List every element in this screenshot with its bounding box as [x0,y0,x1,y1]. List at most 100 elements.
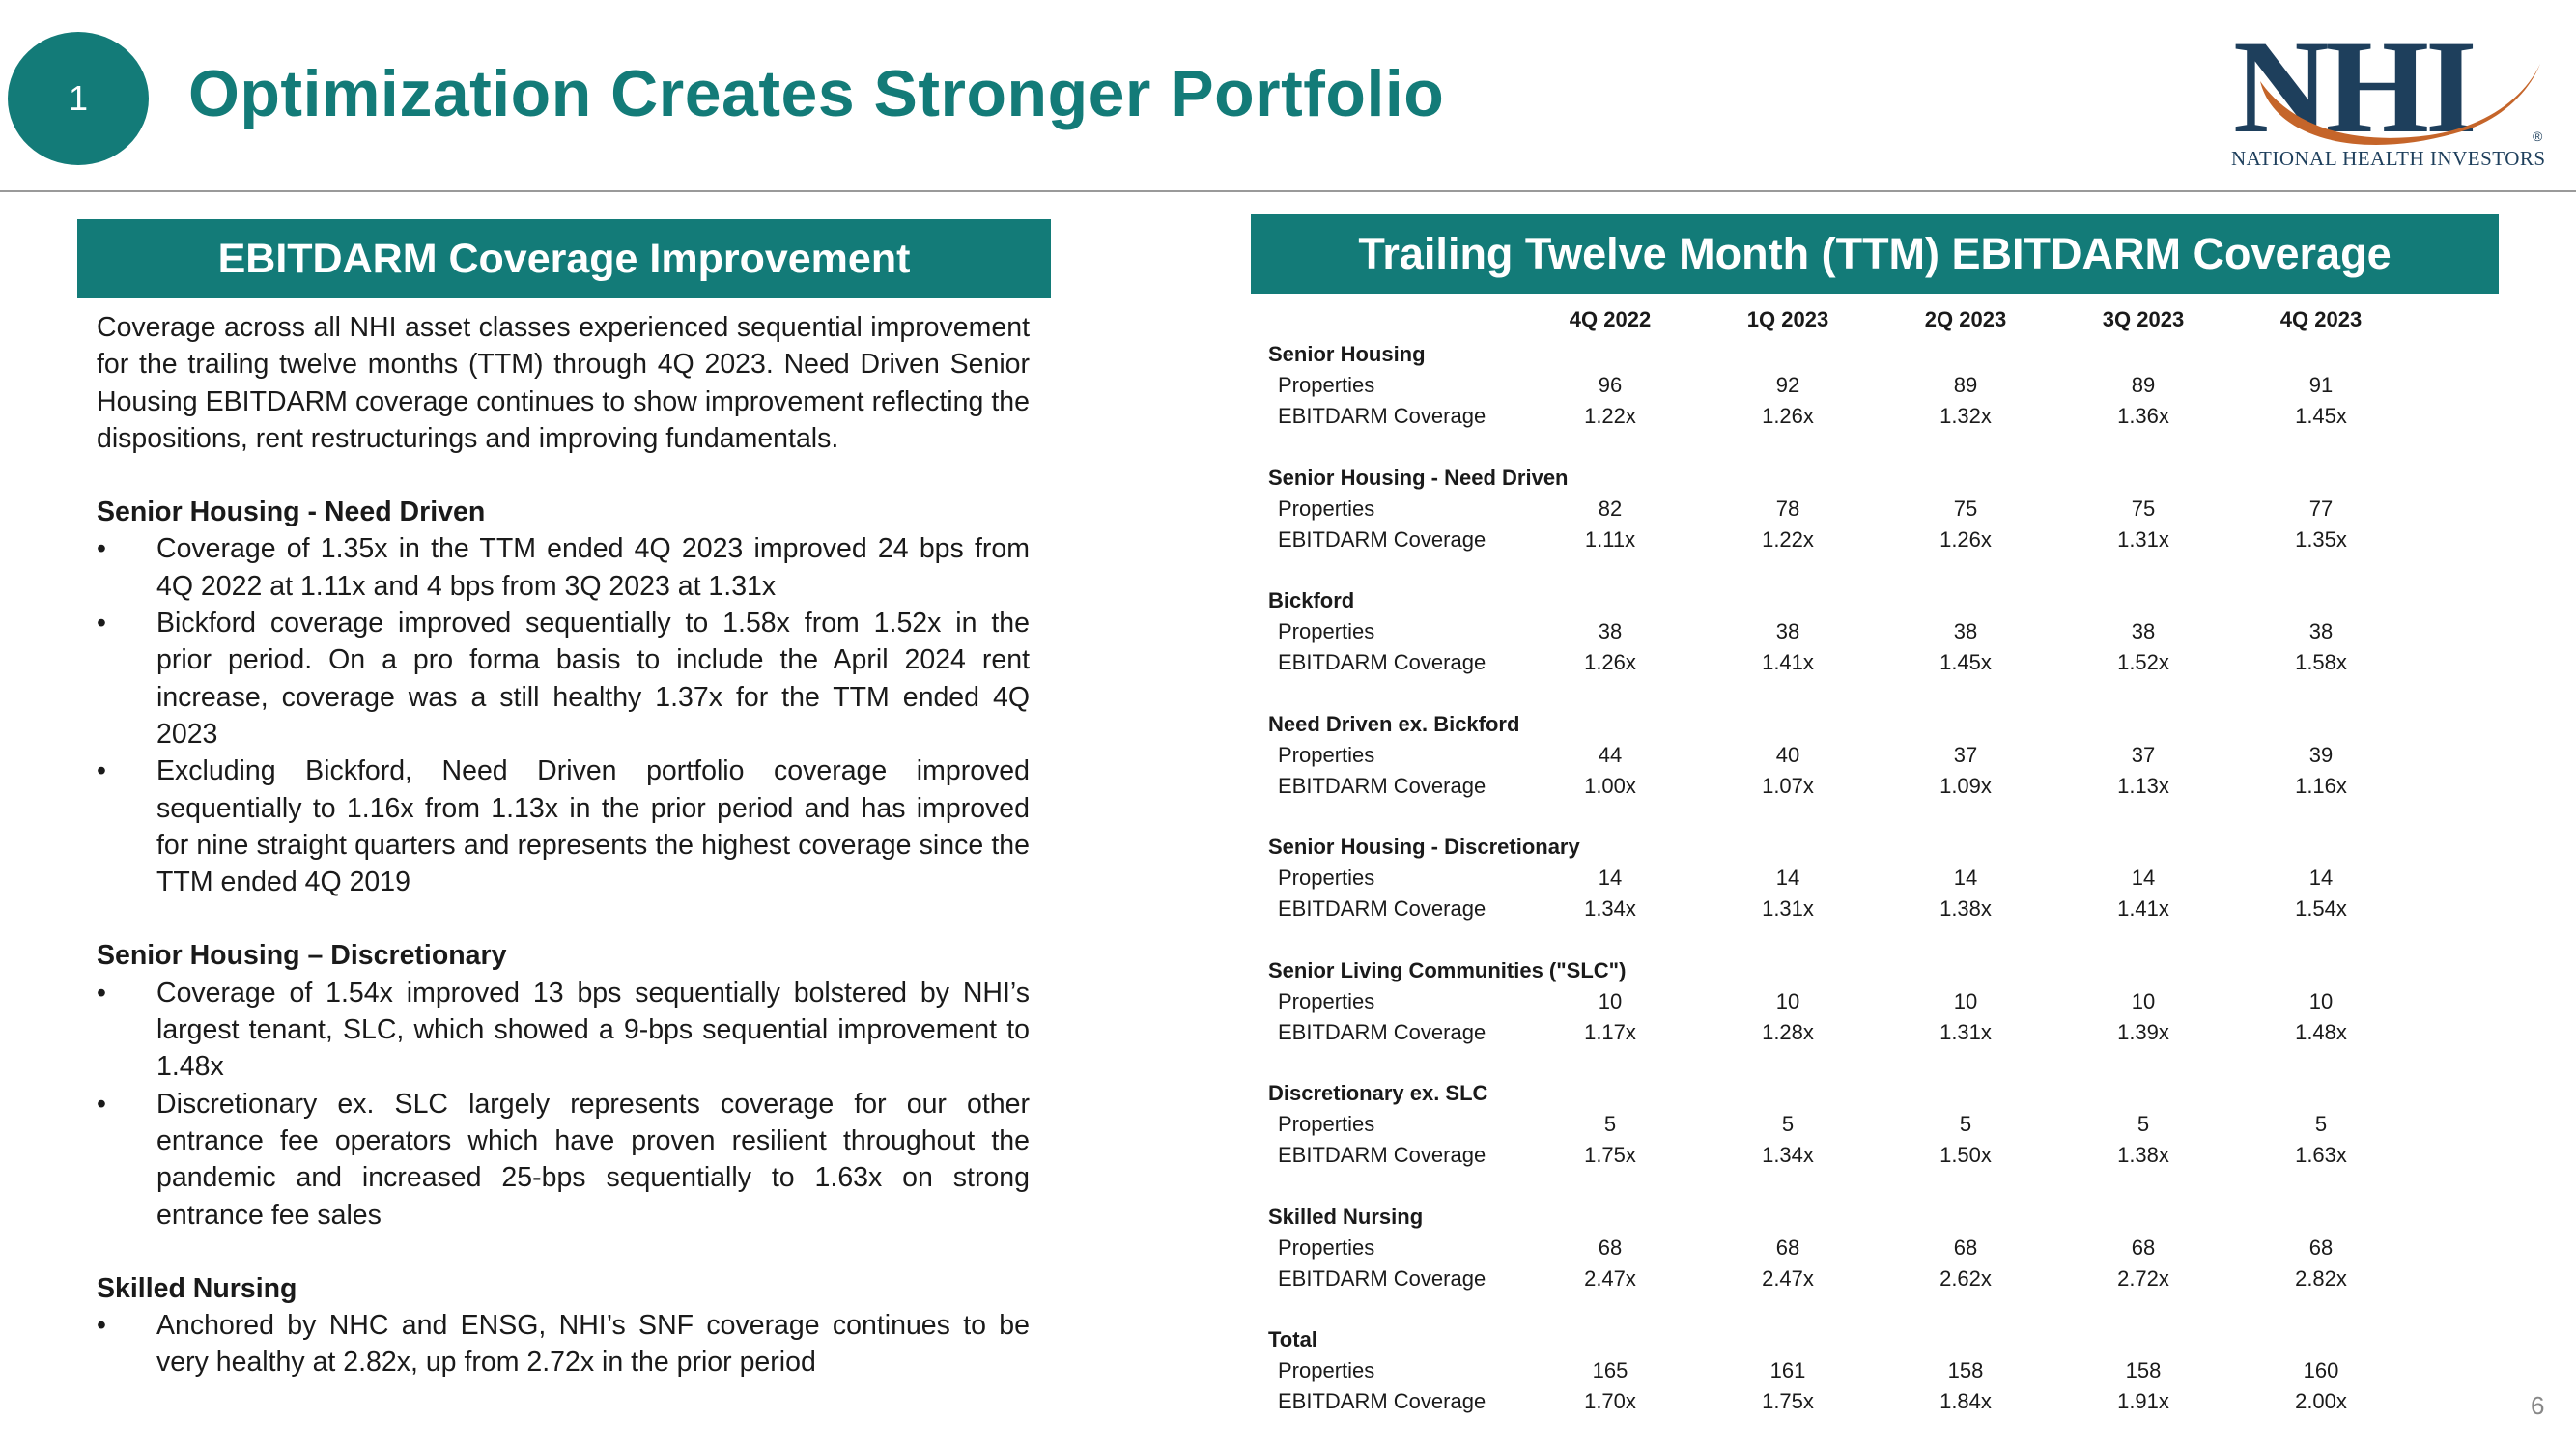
page-number: 6 [2531,1391,2545,1420]
coverage-cell: 2.62x [1939,1265,1992,1291]
coverage-cell: 1.54x [2295,896,2347,921]
bullet-dot: • [97,1310,106,1342]
coverage-cell: 1.63x [2295,1143,2347,1167]
bullet-text: Coverage of 1.54x improved 13 bps sequen… [156,977,1030,1083]
table-banner: Trailing Twelve Month (TTM) EBITDARM Cov… [1251,214,2499,294]
bullet-item: • Anchored by NHC and ENSG, NHI’s SNF cov… [97,1307,1030,1381]
coverage-cell: 1.38x [1939,896,1992,921]
logo-registered-mark: ® [2533,128,2543,144]
coverage-cell: 1.39x [2117,1019,2169,1044]
coverage-cell: 1.84x [1939,1389,1992,1413]
coverage-cell: 1.75x [1584,1143,1636,1167]
properties-cell: 14 [2308,866,2334,890]
properties-cell: 68 [1598,1235,1623,1260]
properties-cell: 40 [1775,742,1800,767]
properties-cell: 91 [2308,373,2334,397]
coverage-cell: 1.38x [2117,1143,2169,1167]
coverage-cell: 1.26x [1584,650,1636,674]
coverage-cell: 1.34x [1584,896,1636,921]
properties-cell: 82 [1598,496,1623,521]
properties-cell: 38 [1598,619,1623,643]
coverage-cell: 2.47x [1584,1265,1636,1291]
badge-number: 1 [68,78,89,118]
logo-swoosh [2260,64,2540,145]
row-label-coverage: EBITDARM Coverage [1278,650,1486,674]
nhi-logo-graphic: NHI ® [2233,13,2543,160]
row-label-coverage: EBITDARM Coverage [1278,896,1486,921]
logo-tagline: NATIONAL HEALTH INVESTORS [2231,147,2546,170]
coverage-cell: 1.50x [1939,1143,1992,1167]
coverage-cell: 1.70x [1584,1389,1636,1413]
bullet-item: • Bickford coverage improved sequentially… [97,605,1030,753]
group-name: Bickford [1268,588,1355,612]
coverage-cell: 1.31x [2117,526,2169,552]
properties-cell: 78 [1775,496,1800,521]
row-label-properties: Properties [1278,866,1375,890]
coverage-cell: 1.41x [1762,650,1814,674]
coverage-cell: 1.91x [2117,1389,2169,1413]
properties-cell: 38 [2308,619,2334,643]
group-name: Senior Housing - Discretionary [1268,835,1580,859]
group-name: Total [1268,1327,1317,1351]
coverage-cell: 1.26x [1939,526,1992,552]
bullet-dot: • [97,977,106,1009]
row-label-properties: Properties [1278,619,1375,643]
row-label-coverage: EBITDARM Coverage [1278,773,1486,798]
properties-cell: 165 [1592,1358,1628,1382]
properties-cell: 10 [2131,988,2156,1013]
slide-number-badge: 1 [8,32,149,165]
coverage-cell: 1.36x [2117,404,2169,428]
properties-cell: 158 [1947,1358,1984,1382]
properties-cell: 5 [2314,1112,2328,1136]
properties-cell: 75 [2131,496,2156,521]
properties-cell: 160 [2303,1358,2339,1382]
coverage-cell: 1.45x [1939,650,1992,674]
coverage-cell: 1.41x [2117,896,2169,921]
properties-cell: 14 [1953,866,1978,890]
left-section-banner: EBITDARM Coverage Improvement [77,219,1051,298]
properties-cell: 5 [1603,1112,1617,1136]
properties-cell: 10 [1775,988,1800,1013]
row-label-coverage: EBITDARM Coverage [1278,1265,1486,1291]
coverage-cell: 1.26x [1762,404,1814,428]
logo-letters: NHI [2233,25,2474,151]
coverage-cell: 1.31x [1762,896,1814,921]
row-label-properties: Properties [1278,988,1375,1013]
properties-cell: 37 [1953,742,1978,767]
group-name: Skilled Nursing [1268,1204,1424,1229]
section-title-discretionary: Senior Housing – Discretionary [97,940,507,972]
coverage-cell: 1.75x [1762,1389,1814,1413]
bullet-text: Bickford coverage improved sequentially … [156,608,1030,750]
properties-cell: 68 [1953,1235,1978,1260]
properties-cell: 14 [2131,866,2156,890]
coverage-cell: 1.09x [1939,773,1992,798]
coverage-cell: 1.45x [2295,404,2347,428]
row-label-coverage: EBITDARM Coverage [1278,404,1486,428]
coverage-cell: 1.13x [2117,773,2169,798]
row-label-properties: Properties [1278,1112,1375,1136]
coverage-cell: 2.47x [1762,1265,1814,1291]
group-name: Need Driven ex. Bickford [1268,711,1520,736]
coverage-cell: 1.07x [1762,773,1814,798]
properties-cell: 92 [1775,373,1800,397]
row-label-properties: Properties [1278,1358,1375,1382]
properties-cell: 37 [2131,742,2156,767]
group-name: Senior Housing - Need Driven [1268,465,1569,490]
row-label-properties: Properties [1278,373,1375,397]
properties-cell: 10 [2308,988,2334,1013]
row-label-coverage: EBITDARM Coverage [1278,526,1486,552]
coverage-cell: 1.00x [1584,773,1636,798]
bullet-dot: • [97,608,106,639]
bullet-text: Discretionary ex. SLC largely represents… [156,1088,1030,1231]
coverage-cell: 1.31x [1939,1019,1992,1044]
group-name: Senior Housing [1268,342,1426,366]
page-title: Optimization Creates Stronger Portfolio [188,57,1445,130]
group-name: Senior Living Communities ("SLC") [1268,957,1627,982]
properties-cell: 89 [2131,373,2156,397]
properties-cell: 161 [1769,1358,1806,1382]
properties-cell: 75 [1953,496,1978,521]
properties-cell: 5 [1781,1112,1795,1136]
properties-cell: 44 [1598,742,1623,767]
group-name: Discretionary ex. SLC [1268,1081,1488,1105]
properties-cell: 5 [1959,1112,1972,1136]
